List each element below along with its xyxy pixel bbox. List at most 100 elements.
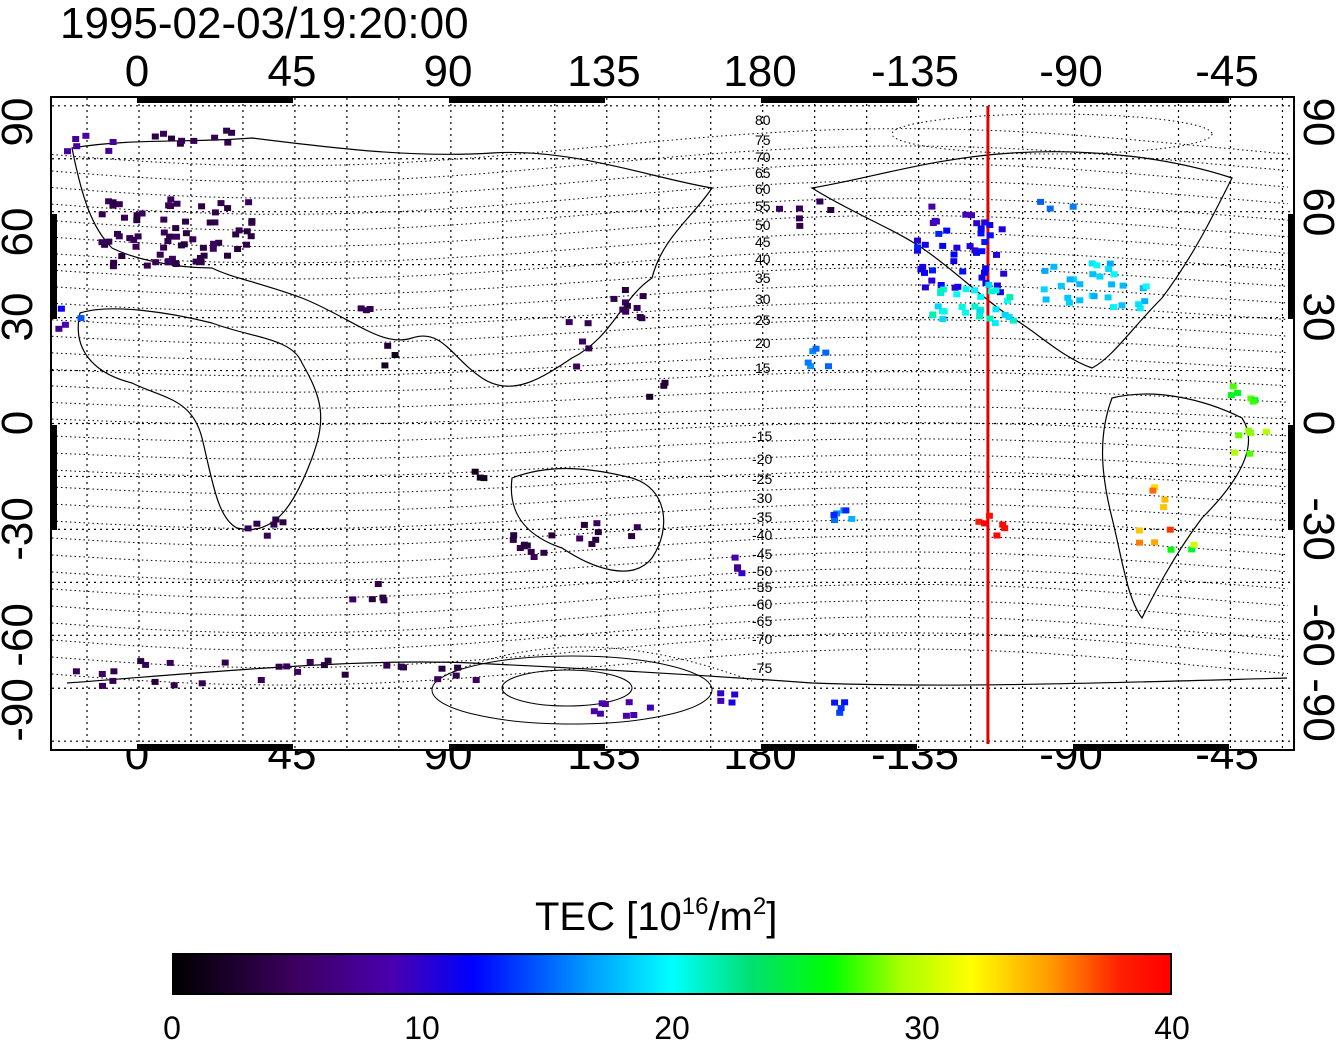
tec-marker: [192, 258, 200, 265]
tec-marker: [966, 243, 974, 250]
tec-marker: [812, 345, 820, 352]
tec-marker: [934, 303, 942, 310]
tec-marker: [173, 200, 181, 207]
magnetic-latitude-contour: [52, 284, 1289, 312]
tec-marker: [182, 230, 190, 237]
tec-marker: [962, 286, 970, 293]
tec-marker: [795, 215, 803, 222]
tec-marker: [1076, 281, 1084, 288]
tec-marker: [160, 130, 167, 137]
magnetic-latitude-contour: [52, 454, 1289, 478]
tec-marker: [977, 230, 985, 237]
tec-marker: [197, 259, 205, 266]
magnetic-latitude-contour: [52, 301, 1289, 328]
tec-marker: [1000, 270, 1008, 277]
magnetic-latitude-contour: [52, 486, 1289, 512]
tec-marker: [1001, 525, 1009, 532]
tec-marker: [953, 244, 961, 251]
contour-label: 75: [755, 132, 771, 148]
tec-marker: [921, 269, 928, 276]
magnetic-latitude-contour: [52, 128, 1289, 167]
tec-marker: [992, 306, 1000, 313]
tec-marker: [143, 262, 151, 269]
contour-label: -30: [752, 490, 772, 506]
magnetic-latitude-contour: [52, 215, 1289, 248]
tec-marker: [1004, 297, 1011, 304]
colorbar-tick-30: 30: [904, 1010, 940, 1046]
tec-marker: [110, 259, 118, 266]
tec-marker: [357, 305, 365, 312]
tec-marker: [1247, 429, 1254, 436]
magnetic-latitude-contour: [52, 632, 1289, 669]
tec-marker: [579, 338, 586, 345]
coast-australia: [510, 467, 665, 572]
tec-marker: [1110, 304, 1117, 311]
tec-marker: [105, 198, 113, 205]
tec-marker: [200, 252, 208, 259]
tec-marker: [211, 209, 219, 216]
tec-marker: [986, 315, 994, 322]
tec-marker: [1106, 260, 1114, 267]
tec-marker: [472, 677, 480, 683]
tec-marker: [362, 307, 370, 314]
tec-marker: [523, 542, 531, 549]
coast-eurasia: [71, 137, 714, 387]
tec-marker: [1069, 203, 1077, 210]
tec-marker: [991, 320, 999, 327]
tec-marker: [198, 680, 206, 687]
tec-marker: [1040, 286, 1048, 293]
tec-marker: [848, 515, 856, 522]
tec-marker: [221, 659, 229, 666]
tec-marker: [776, 205, 783, 212]
tec-marker: [151, 133, 159, 140]
tec-marker: [1006, 294, 1014, 301]
left-lat-label-m90: -90: [0, 678, 42, 742]
magnetic-latitude-contour: [52, 422, 1289, 443]
tec-marker: [1076, 297, 1084, 304]
tec-marker: [109, 199, 117, 206]
magnetic-latitude-contour: [52, 197, 1289, 231]
tec-marker: [196, 255, 204, 261]
magnetic-latitude-contour: [52, 353, 1289, 377]
top-lon-label-6: -90: [1039, 47, 1103, 96]
coast-north-america: [810, 151, 1233, 369]
tec-marker: [168, 255, 176, 262]
tec-marker: [98, 211, 106, 218]
coast-south-america: [1101, 393, 1250, 620]
tec-marker: [968, 212, 975, 219]
tec-marker: [796, 222, 804, 229]
contour-label: 45: [755, 234, 771, 250]
tec-marker: [731, 691, 739, 698]
contour-label: -55: [752, 579, 772, 595]
graticule-grid: [52, 98, 1293, 749]
tec-marker: [807, 363, 815, 370]
tec-marker: [630, 712, 638, 718]
tec-marker: [126, 235, 134, 242]
tec-marker: [454, 664, 462, 671]
magnetic-latitude-contour: [52, 519, 1289, 547]
tec-marker: [623, 302, 631, 309]
tec-marker: [374, 581, 382, 587]
tec-marker: [275, 663, 283, 670]
tec-marker: [130, 236, 138, 243]
tec-marker: [1050, 263, 1058, 270]
tec-marker: [986, 232, 994, 239]
magnetic-latitude-contour: [52, 267, 1289, 296]
contour-label: -25: [752, 471, 772, 487]
tec-marker: [540, 549, 548, 556]
tec-marker: [206, 219, 214, 226]
tec-marker: [646, 393, 654, 400]
tec-marker: [977, 225, 985, 232]
tec-marker: [1231, 449, 1239, 456]
top-lon-label-2: 90: [423, 47, 473, 96]
tec-marker: [1167, 546, 1175, 553]
tec-marker: [247, 233, 255, 240]
tec-marker: [57, 305, 65, 312]
tec-marker: [109, 263, 117, 270]
tec-marker: [1105, 266, 1113, 272]
tec-marker: [633, 305, 641, 311]
tec-marker: [982, 265, 990, 272]
tec-marker: [625, 699, 633, 706]
tec-marker: [228, 129, 236, 136]
tec-marker: [1160, 504, 1168, 511]
